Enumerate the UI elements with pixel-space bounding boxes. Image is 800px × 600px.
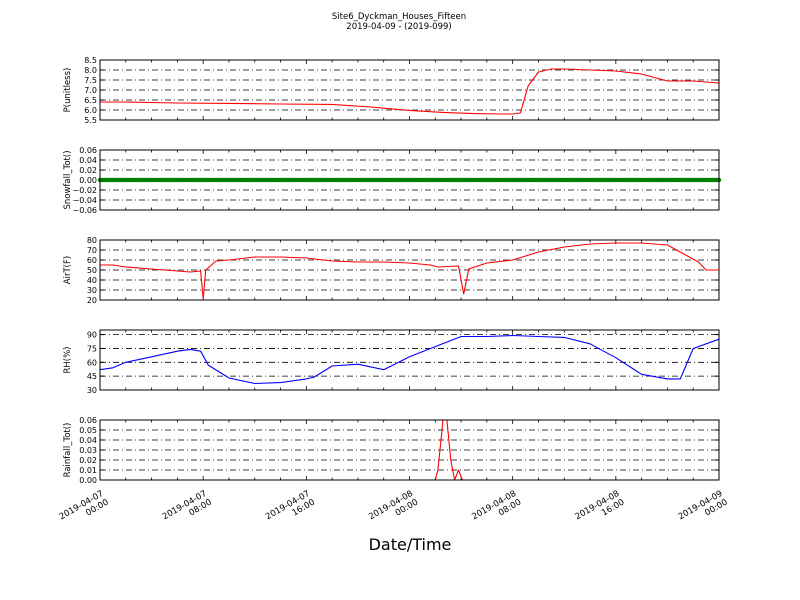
plot-frame bbox=[99, 59, 720, 121]
figure-subtitle: 2019-04-09 - (2019-099) bbox=[346, 22, 451, 32]
panel-0: 8.58.07.57.06.56.05.5 P(unitless) bbox=[63, 56, 720, 125]
y-tick-label: 7.5 bbox=[84, 76, 97, 85]
y-tick-label: 50 bbox=[87, 266, 97, 275]
y-tick-label: 6.5 bbox=[84, 96, 97, 105]
y-axis-label: Rainfall_Tot() bbox=[63, 423, 73, 478]
y-tick-label: −0.04 bbox=[72, 196, 97, 205]
y-tick-label: 0.04 bbox=[79, 156, 97, 165]
x-axis-label: Date/Time bbox=[369, 535, 452, 554]
series-line bbox=[99, 334, 720, 385]
y-tick-label: 40 bbox=[87, 276, 97, 285]
y-tick-label: 0.04 bbox=[79, 436, 97, 445]
y-tick-label: 0.00 bbox=[79, 476, 97, 485]
y-tick-label: 75 bbox=[87, 344, 97, 353]
y-tick-label: −0.06 bbox=[72, 206, 97, 215]
panels: 8.58.07.57.06.56.05.5P(unitless)0.060.04… bbox=[63, 56, 722, 485]
y-tick-label: 5.5 bbox=[84, 116, 97, 125]
figure-title: Site6_Dyckman_Houses_Fifteen bbox=[332, 12, 466, 22]
y-tick-label: 8.0 bbox=[84, 66, 97, 75]
series-line bbox=[100, 419, 719, 481]
y-tick-label: 0.03 bbox=[79, 446, 97, 455]
y-tick-label: 0.01 bbox=[79, 466, 97, 475]
y-tick-label: −0.02 bbox=[72, 186, 97, 195]
panel-1: 0.060.040.020.00−0.02−0.04−0.06Snowfall_… bbox=[63, 146, 722, 215]
y-tick-label: 45 bbox=[87, 372, 97, 381]
series-line bbox=[100, 68, 720, 115]
y-tick-label: 60 bbox=[87, 358, 97, 367]
y-tick-label: 80 bbox=[87, 236, 97, 245]
y-tick-label: 0.06 bbox=[79, 146, 97, 155]
panel-3: 90 75 60 45 30 RH(%) bbox=[63, 329, 720, 395]
y-tick-label: 60 bbox=[87, 256, 97, 265]
y-tick-label: 30 bbox=[87, 286, 97, 295]
plot-frame bbox=[99, 419, 720, 481]
y-tick-label: 30 bbox=[87, 386, 97, 395]
series-line bbox=[100, 242, 719, 300]
y-axis-label: AirT(F) bbox=[63, 256, 73, 284]
y-tick-label: 8.5 bbox=[84, 56, 97, 65]
plot-frame bbox=[99, 149, 720, 211]
y-axis-label: P(unitless) bbox=[63, 68, 73, 113]
plot-frame bbox=[99, 239, 720, 301]
y-tick-label: 0.02 bbox=[79, 166, 97, 175]
y-tick-label: 90 bbox=[87, 331, 97, 340]
y-axis-label: Snowfall_Tot() bbox=[63, 150, 73, 209]
y-tick-label: 0.05 bbox=[79, 426, 97, 435]
y-tick-label: 20 bbox=[87, 296, 97, 305]
plot-frame bbox=[99, 329, 720, 391]
y-tick-label: 0.02 bbox=[79, 456, 97, 465]
y-tick-label: 7.0 bbox=[84, 86, 97, 95]
y-tick-label: 70 bbox=[87, 246, 97, 255]
y-tick-label: 0.00 bbox=[79, 176, 97, 185]
panel-4: 0.060.050.040.030.020.010.00 Rainfall_Tot… bbox=[63, 416, 720, 485]
y-tick-label: 0.06 bbox=[79, 416, 97, 425]
y-tick-label: 6.0 bbox=[84, 106, 97, 115]
y-axis-label: RH(%) bbox=[63, 346, 73, 373]
